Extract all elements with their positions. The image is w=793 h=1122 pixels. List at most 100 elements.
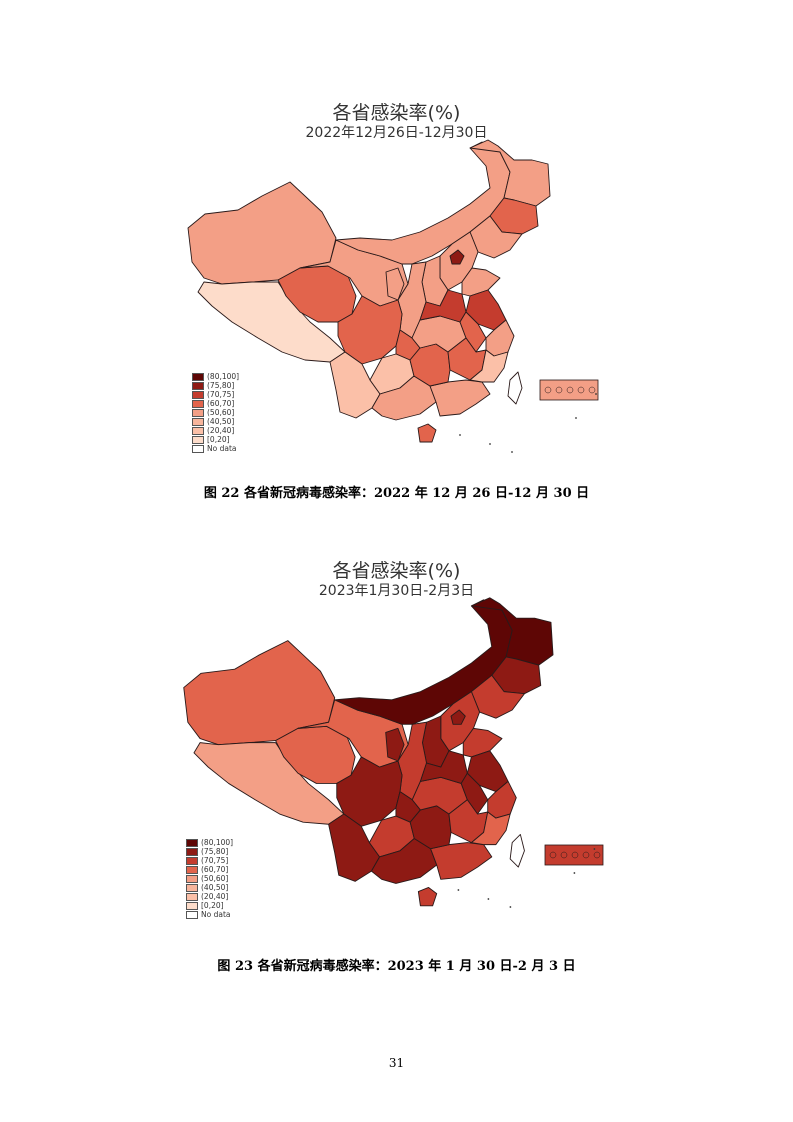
- inset-island: [555, 386, 563, 394]
- south-china-sea-inset: [544, 844, 604, 866]
- legend-item: [0,20]: [192, 435, 239, 444]
- legend-item: [0,20]: [186, 901, 233, 910]
- legend-swatch: [186, 874, 198, 883]
- legend-label: (70,75]: [207, 390, 235, 399]
- page-number: 31: [388, 1056, 405, 1070]
- legend-swatch: [192, 417, 204, 426]
- china-choropleth-map: [187, 139, 599, 453]
- inset-island: [582, 851, 590, 859]
- island-dot: [593, 848, 596, 850]
- island-dot: [511, 451, 513, 453]
- legend-label: (70,75]: [201, 856, 229, 865]
- inset-island: [566, 386, 574, 394]
- legend-item: (80,100]: [186, 838, 233, 847]
- legend-swatch: [192, 390, 204, 399]
- legend-swatch: [186, 901, 198, 910]
- province-shandong: [462, 727, 503, 758]
- legend-swatch: [192, 408, 204, 417]
- legend-item: (20,40]: [186, 892, 233, 901]
- legend-item: (70,75]: [192, 390, 239, 399]
- province-taiwan: [507, 371, 523, 405]
- legend-item: (75,80]: [192, 381, 239, 390]
- legend-item: (20,40]: [192, 426, 239, 435]
- legend-swatch: [186, 847, 198, 856]
- map-subtitle: 2022年12月26日-12月30日: [305, 125, 488, 141]
- south-china-sea-inset: [539, 379, 599, 401]
- legend-swatch: [192, 435, 204, 444]
- province-heilongjiang: [469, 139, 551, 207]
- legend-swatch: [192, 381, 204, 390]
- inset-box: [544, 844, 604, 866]
- inset-island: [549, 851, 557, 859]
- province-jiangsu: [466, 750, 509, 793]
- island-dot: [459, 434, 461, 436]
- map-subtitle: 2023年1月30日-2月3日: [318, 583, 475, 599]
- figure-caption: 图 22 各省新冠病毒感染率：2022 年 12 月 26 日-12 月 30 …: [203, 486, 590, 501]
- inset-box: [539, 379, 599, 401]
- map-provinces: [187, 139, 551, 443]
- legend-swatch: [192, 399, 204, 408]
- legend-item: (80,100]: [192, 372, 239, 381]
- legend-label: No data: [207, 444, 237, 453]
- map-legend: (80,100] (75,80] (70,75] (60,70] (50,60] (40,…: [192, 372, 239, 453]
- legend-item: (50,60]: [186, 874, 233, 883]
- figure-caption: 图 23 各省新冠病毒感染率：2023 年 1 月 30 日-2 月 3 日: [217, 959, 576, 974]
- map-provinces: [183, 597, 554, 907]
- province-beijing: [450, 709, 466, 725]
- inset-island: [593, 851, 601, 859]
- province-hainan: [417, 887, 438, 907]
- legend-label: (60,70]: [201, 865, 229, 874]
- province-liaoning: [470, 674, 525, 719]
- legend-item: (60,70]: [186, 865, 233, 874]
- province-beijing: [449, 249, 465, 265]
- island-dot: [457, 889, 460, 891]
- legend-item: (50,60]: [192, 408, 239, 417]
- legend-label: (20,40]: [207, 426, 235, 435]
- legend-label: (75,80]: [201, 847, 229, 856]
- legend-swatch: [186, 910, 198, 919]
- island-dot: [575, 417, 577, 419]
- inset-island: [560, 851, 568, 859]
- legend-label: (40,50]: [201, 883, 229, 892]
- legend-swatch: [186, 856, 198, 865]
- legend-label: No data: [201, 910, 231, 919]
- legend-item: No data: [192, 444, 239, 453]
- inset-island: [571, 851, 579, 859]
- legend-label: (50,60]: [201, 874, 229, 883]
- legend-label: (75,80]: [207, 381, 235, 390]
- legend-swatch: [186, 865, 198, 874]
- province-ningxia: [385, 267, 405, 301]
- china-choropleth-map: [183, 597, 604, 908]
- province-liaoning: [469, 215, 523, 259]
- legend-label: (80,100]: [207, 372, 240, 381]
- province-jiangsu: [465, 289, 507, 331]
- province-ningxia: [385, 727, 405, 762]
- legend-item: (60,70]: [192, 399, 239, 408]
- legend-label: (80,100]: [201, 838, 234, 847]
- legend-item: No data: [186, 910, 233, 919]
- map-title: 各省感染率(%): [332, 560, 461, 582]
- map-title: 各省感染率(%): [332, 102, 461, 124]
- province-fujian: [470, 811, 511, 846]
- province-heilongjiang: [470, 597, 554, 666]
- legend-swatch: [186, 838, 198, 847]
- legend-item: (40,50]: [192, 417, 239, 426]
- legend-label: [0,20]: [201, 901, 224, 910]
- legend-item: (70,75]: [186, 856, 233, 865]
- legend-label: (60,70]: [207, 399, 235, 408]
- province-guangdong: [430, 842, 493, 880]
- legend-label: [0,20]: [207, 435, 230, 444]
- inset-island: [544, 386, 552, 394]
- province-hainan: [417, 423, 437, 443]
- legend-label: (40,50]: [207, 417, 235, 426]
- legend-swatch: [186, 883, 198, 892]
- legend-label: (20,40]: [201, 892, 229, 901]
- legend-item: (75,80]: [186, 847, 233, 856]
- legend-label: (50,60]: [207, 408, 235, 417]
- province-fujian: [469, 349, 509, 383]
- legend-item: (40,50]: [186, 883, 233, 892]
- legend-swatch: [192, 444, 204, 453]
- island-dot: [489, 443, 491, 445]
- legend-swatch: [192, 372, 204, 381]
- island-dot: [509, 906, 512, 908]
